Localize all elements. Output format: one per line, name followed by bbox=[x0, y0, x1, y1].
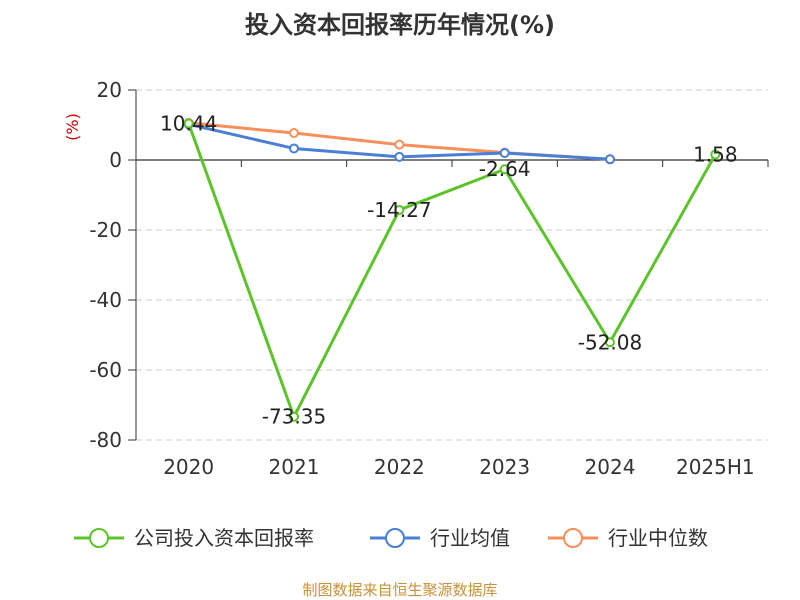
data-point bbox=[289, 411, 299, 422]
data-label: 10.44 bbox=[160, 111, 217, 135]
data-point bbox=[394, 139, 405, 150]
legend-marker bbox=[89, 528, 109, 548]
data-label: -2.64 bbox=[479, 157, 531, 181]
chart-title: 投入资本回报率历年情况(%) bbox=[245, 11, 555, 39]
data-point bbox=[710, 149, 721, 160]
data-point bbox=[394, 204, 405, 215]
legend-item: 行业均值 bbox=[370, 526, 510, 550]
data-point bbox=[605, 154, 615, 165]
legend-item: 行业中位数 bbox=[548, 526, 708, 550]
series-line bbox=[187, 122, 717, 419]
x-tick-label: 2024 bbox=[585, 455, 636, 479]
data-point bbox=[394, 151, 405, 162]
source-note: 制图数据来自恒生聚源数据库 bbox=[302, 581, 497, 599]
series-layer bbox=[183, 117, 721, 422]
x-tick-label: 2025H1 bbox=[676, 455, 755, 479]
x-tick-label: 2023 bbox=[479, 455, 530, 479]
data-point bbox=[499, 148, 510, 158]
data-point bbox=[289, 143, 299, 154]
legend-marker bbox=[563, 528, 583, 548]
axes: 20 0 -20 -40 -60 -80 2020 2021 2022 2023 2024 2025H… bbox=[89, 78, 769, 479]
y-tick-label: -20 bbox=[89, 218, 122, 242]
data-label: 1.58 bbox=[693, 142, 738, 166]
data-label: -52.08 bbox=[578, 330, 642, 354]
legend-item: 公司投入资本回报率 bbox=[74, 526, 314, 550]
data-point bbox=[499, 164, 510, 175]
legend-label: 行业中位数 bbox=[608, 526, 708, 550]
grid bbox=[136, 89, 768, 441]
y-tick-label: -40 bbox=[89, 288, 122, 312]
y-tick-label: -80 bbox=[89, 428, 122, 452]
y-tick-label: 20 bbox=[97, 78, 122, 102]
x-tick-label: 2022 bbox=[374, 455, 425, 479]
series-0 bbox=[183, 118, 721, 422]
legend-marker bbox=[385, 528, 405, 548]
data-point bbox=[289, 128, 299, 139]
data-point bbox=[605, 337, 615, 348]
x-tick-label: 2021 bbox=[269, 455, 320, 479]
data-label: -14.27 bbox=[367, 198, 431, 222]
legend-label: 行业均值 bbox=[430, 526, 510, 550]
y-axis-label: (%) bbox=[63, 113, 82, 141]
x-tick-label: 2020 bbox=[163, 455, 214, 479]
legend-label: 公司投入资本回报率 bbox=[134, 526, 314, 550]
legend: 公司投入资本回报率 行业均值 行业中位数 bbox=[74, 526, 708, 550]
y-tick-label: 0 bbox=[109, 148, 122, 172]
data-label: -73.35 bbox=[262, 405, 326, 429]
data-point bbox=[183, 118, 194, 129]
y-tick-label: -60 bbox=[89, 358, 122, 382]
data-labels: 10.44 -73.35 -14.27 -2.64 -52.08 1.58 bbox=[160, 111, 738, 428]
